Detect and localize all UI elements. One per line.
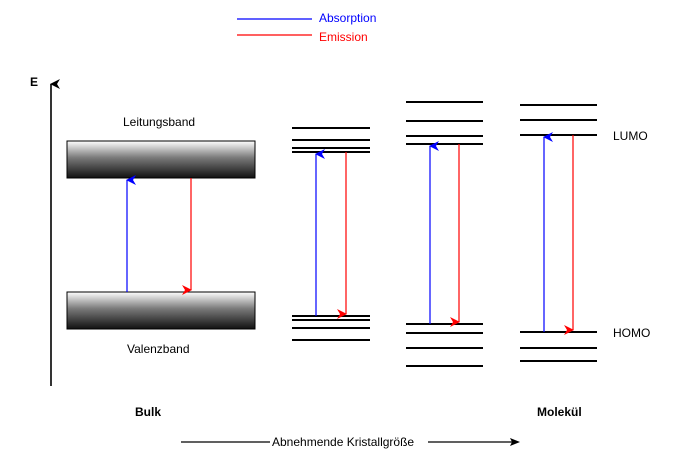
- size-arrow-head: [510, 438, 520, 446]
- decreasing-size-label: Abnehmende Kristallgröße: [272, 435, 414, 449]
- emission-legend-label: Emission: [319, 30, 368, 44]
- energy-levels-molecule: [520, 104, 597, 362]
- legend: Absorption Emission: [237, 11, 376, 44]
- bulk-label: Bulk: [135, 405, 161, 419]
- absorption-legend-label: Absorption: [319, 11, 376, 25]
- conduction-band-label: Leitungsband: [123, 115, 195, 129]
- energy-levels-column-1: [292, 127, 370, 341]
- energy-axis-label: E: [30, 75, 38, 89]
- conduction-band: [66, 140, 256, 179]
- lumo-label: LUMO: [613, 129, 648, 143]
- molecule-label: Molekül: [537, 405, 582, 419]
- valence-band: [66, 291, 256, 330]
- energy-levels-column-2: [406, 101, 483, 367]
- homo-label: HOMO: [613, 326, 650, 340]
- valence-band-label: Valenzband: [127, 342, 190, 356]
